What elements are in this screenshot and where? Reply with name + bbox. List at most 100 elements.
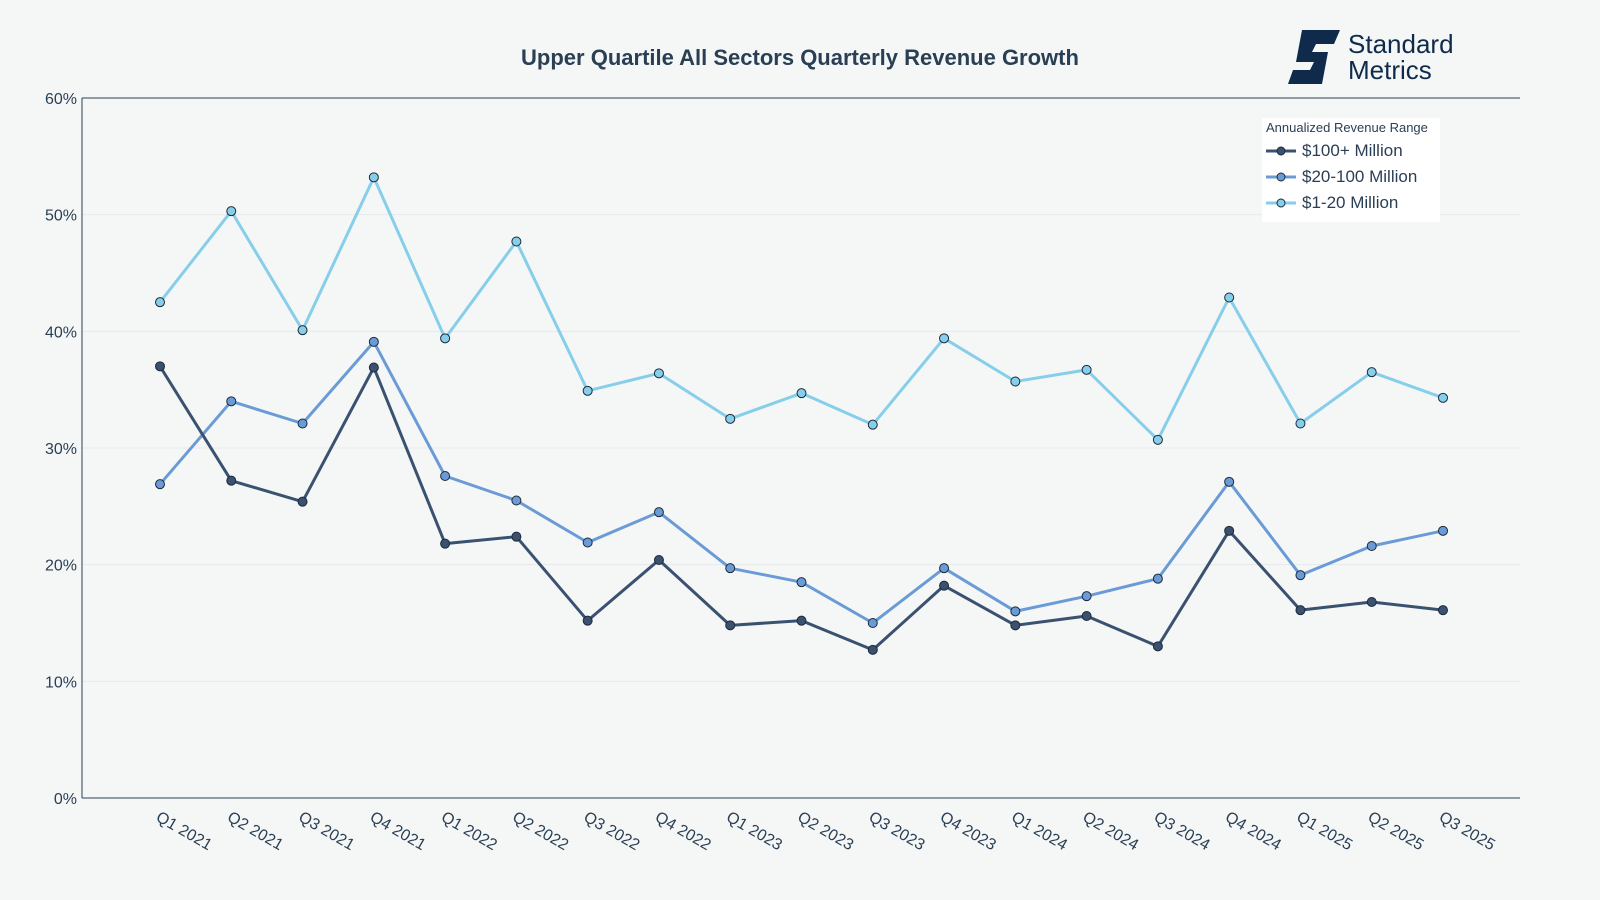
legend-swatch-100-plus: [1266, 146, 1296, 156]
data-point[interactable]: [1010, 620, 1021, 631]
x-tick-label: Q1 2024: [1008, 809, 1070, 854]
data-point[interactable]: [1010, 376, 1021, 387]
data-point[interactable]: [1224, 292, 1235, 303]
data-point[interactable]: [226, 475, 237, 486]
x-tick-label: Q3 2025: [1436, 809, 1498, 854]
data-point[interactable]: [368, 172, 379, 183]
x-tick-label: Q3 2023: [866, 809, 928, 854]
data-point[interactable]: [1366, 541, 1377, 551]
data-point[interactable]: [1438, 605, 1448, 616]
data-point[interactable]: [297, 325, 308, 336]
data-point[interactable]: [582, 385, 593, 396]
x-tick-label: Q3 2022: [581, 809, 643, 854]
data-point[interactable]: [1010, 606, 1021, 617]
x-tick-label: Q4 2023: [937, 809, 999, 854]
data-point[interactable]: [155, 297, 165, 308]
gridlines: [82, 214, 1520, 682]
chart-title: Upper Quartile All Sectors Quarterly Rev…: [521, 45, 1079, 70]
legend: Annualized Revenue Range $100+ Million $…: [1262, 118, 1440, 222]
data-point[interactable]: [297, 496, 308, 507]
logo-text-line2: Metrics: [1348, 55, 1432, 85]
x-tick-label: Q4 2024: [1222, 809, 1284, 854]
data-point[interactable]: [725, 563, 736, 574]
data-point[interactable]: [653, 368, 664, 379]
x-tick-label: Q3 2024: [1151, 809, 1213, 854]
data-point[interactable]: [511, 495, 522, 506]
legend-label: $1-20 Million: [1302, 193, 1399, 212]
legend-swatch-20-100: [1266, 172, 1296, 182]
data-point[interactable]: [155, 479, 165, 490]
legend-item-20-100[interactable]: $20-100 Million: [1266, 166, 1417, 188]
data-point[interactable]: [511, 531, 522, 542]
x-tick-label: Q1 2023: [723, 809, 785, 854]
series-2: [155, 172, 1448, 445]
data-point[interactable]: [1152, 434, 1163, 445]
data-point[interactable]: [725, 620, 736, 631]
data-point[interactable]: [226, 206, 237, 217]
data-point[interactable]: [796, 615, 807, 626]
series-1: [155, 336, 1448, 628]
x-tick-label: Q1 2025: [1293, 809, 1355, 854]
data-point[interactable]: [1224, 476, 1235, 487]
data-point[interactable]: [582, 537, 593, 548]
series-line: [158, 175, 1444, 442]
data-point[interactable]: [1366, 597, 1377, 607]
data-point[interactable]: [1152, 573, 1163, 584]
data-point[interactable]: [796, 577, 807, 588]
data-point[interactable]: [155, 361, 165, 372]
data-point[interactable]: [867, 644, 878, 655]
data-point[interactable]: [440, 333, 451, 344]
data-point[interactable]: [1366, 367, 1377, 378]
data-point[interactable]: [1152, 641, 1163, 652]
data-point[interactable]: [725, 413, 736, 424]
legend-item-1-20[interactable]: $1-20 Million: [1266, 192, 1398, 214]
legend-item-100-plus[interactable]: $100+ Million: [1266, 140, 1403, 162]
x-tick-label: Q2 2022: [509, 809, 571, 854]
data-point[interactable]: [867, 419, 878, 430]
x-tick-label: Q4 2021: [367, 809, 429, 854]
logo-text-line1: Standard: [1348, 29, 1454, 59]
x-tick-label: Q1 2022: [438, 809, 500, 854]
x-tick-label: Q2 2025: [1365, 809, 1427, 854]
data-point[interactable]: [1295, 418, 1306, 429]
data-point[interactable]: [653, 507, 664, 518]
y-tick-label: 40%: [45, 324, 77, 341]
x-tick-label: Q4 2022: [652, 809, 714, 854]
x-tick-label: Q1 2021: [153, 809, 215, 854]
data-point[interactable]: [1081, 364, 1092, 375]
series-0: [155, 361, 1448, 655]
standard-metrics-logo-icon: [1288, 30, 1340, 84]
data-point[interactable]: [582, 615, 593, 626]
y-tick-label: 60%: [45, 91, 77, 108]
series-group: [155, 172, 1448, 655]
data-point[interactable]: [867, 618, 878, 628]
x-tick-label: Q2 2021: [224, 809, 286, 854]
data-point[interactable]: [1224, 525, 1235, 536]
data-point[interactable]: [939, 333, 950, 344]
data-point[interactable]: [1081, 591, 1092, 602]
data-point[interactable]: [226, 396, 237, 407]
x-axis-ticks: Q1 2021 Q2 2021 Q3 2021 Q4 2021 Q1 2022 Q2 20…: [153, 809, 1498, 854]
data-point[interactable]: [1295, 605, 1306, 616]
legend-label: $100+ Million: [1302, 141, 1403, 160]
data-point[interactable]: [796, 388, 807, 399]
logo: Standard Metrics: [1288, 30, 1454, 84]
data-point[interactable]: [368, 336, 379, 347]
data-point[interactable]: [653, 555, 664, 565]
x-tick-label: Q2 2024: [1080, 809, 1142, 854]
data-point[interactable]: [939, 580, 950, 591]
data-point[interactable]: [1081, 611, 1092, 621]
data-point[interactable]: [440, 471, 451, 481]
data-point[interactable]: [440, 538, 451, 549]
data-point[interactable]: [511, 236, 522, 247]
legend-title: Annualized Revenue Range: [1266, 120, 1428, 135]
legend-swatch-1-20: [1266, 198, 1296, 208]
y-tick-label: 30%: [45, 441, 77, 458]
data-point[interactable]: [297, 418, 308, 429]
data-point[interactable]: [1438, 525, 1448, 536]
data-point[interactable]: [368, 362, 379, 373]
data-point[interactable]: [1295, 570, 1306, 581]
data-point[interactable]: [1438, 392, 1448, 403]
data-point[interactable]: [939, 563, 950, 574]
